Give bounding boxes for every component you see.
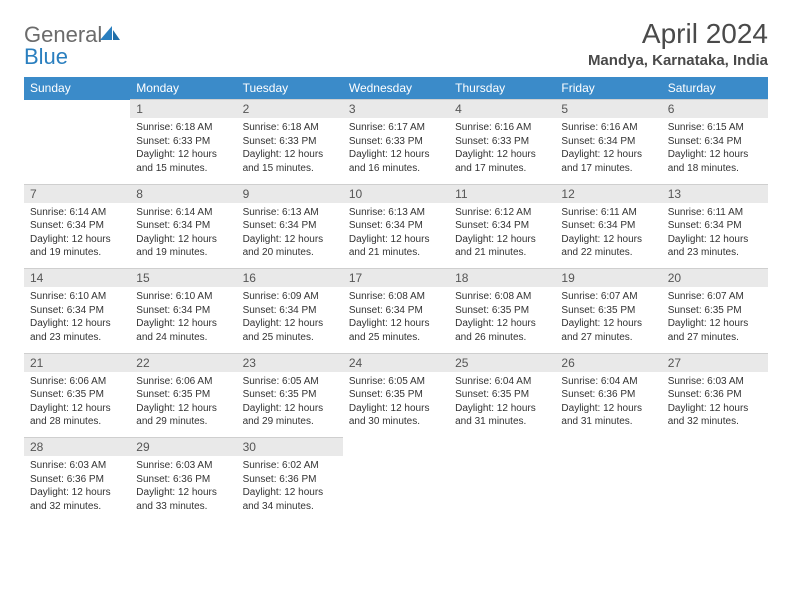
weekday-header: Sunday [24,77,130,100]
day-content-cell: Sunrise: 6:18 AMSunset: 6:33 PMDaylight:… [130,118,236,184]
day-number-cell: 10 [343,184,449,203]
month-title: April 2024 [588,18,768,50]
day-content-cell: Sunrise: 6:06 AMSunset: 6:35 PMDaylight:… [130,372,236,438]
day-number-cell: 14 [24,269,130,288]
day-number-row: 123456 [24,100,768,119]
day-number-cell: 6 [662,100,768,119]
day-content-cell: Sunrise: 6:02 AMSunset: 6:36 PMDaylight:… [237,456,343,522]
weekday-header: Wednesday [343,77,449,100]
day-content-cell: Sunrise: 6:10 AMSunset: 6:34 PMDaylight:… [24,287,130,353]
day-content-cell: Sunrise: 6:03 AMSunset: 6:36 PMDaylight:… [24,456,130,522]
day-number-cell: 11 [449,184,555,203]
day-number-cell: 16 [237,269,343,288]
day-content-cell [555,456,661,522]
day-number-cell: 30 [237,438,343,457]
day-content-cell: Sunrise: 6:11 AMSunset: 6:34 PMDaylight:… [662,203,768,269]
day-number-row: 78910111213 [24,184,768,203]
weekday-header: Friday [555,77,661,100]
day-content-row: Sunrise: 6:06 AMSunset: 6:35 PMDaylight:… [24,372,768,438]
day-content-cell: Sunrise: 6:13 AMSunset: 6:34 PMDaylight:… [343,203,449,269]
day-content-cell: Sunrise: 6:04 AMSunset: 6:35 PMDaylight:… [449,372,555,438]
day-content-cell: Sunrise: 6:12 AMSunset: 6:34 PMDaylight:… [449,203,555,269]
day-number-cell: 22 [130,353,236,372]
header: GeneralBlue April 2024 Mandya, Karnataka… [24,18,768,69]
day-content-cell [343,456,449,522]
weekday-header-row: Sunday Monday Tuesday Wednesday Thursday… [24,77,768,100]
day-content-cell: Sunrise: 6:04 AMSunset: 6:36 PMDaylight:… [555,372,661,438]
day-number-cell: 1 [130,100,236,119]
calendar-page: GeneralBlue April 2024 Mandya, Karnataka… [0,0,792,522]
day-content-cell: Sunrise: 6:14 AMSunset: 6:34 PMDaylight:… [24,203,130,269]
day-number-cell: 7 [24,184,130,203]
day-number-row: 21222324252627 [24,353,768,372]
day-number-cell: 15 [130,269,236,288]
day-content-cell: Sunrise: 6:08 AMSunset: 6:34 PMDaylight:… [343,287,449,353]
day-content-cell [662,456,768,522]
day-number-cell [662,438,768,457]
day-content-cell: Sunrise: 6:15 AMSunset: 6:34 PMDaylight:… [662,118,768,184]
title-block: April 2024 Mandya, Karnataka, India [588,18,768,69]
day-content-row: Sunrise: 6:14 AMSunset: 6:34 PMDaylight:… [24,203,768,269]
weekday-header: Tuesday [237,77,343,100]
day-number-cell: 13 [662,184,768,203]
day-content-cell: Sunrise: 6:05 AMSunset: 6:35 PMDaylight:… [237,372,343,438]
day-content-cell: Sunrise: 6:08 AMSunset: 6:35 PMDaylight:… [449,287,555,353]
day-content-cell: Sunrise: 6:05 AMSunset: 6:35 PMDaylight:… [343,372,449,438]
day-number-cell [449,438,555,457]
day-number-cell: 24 [343,353,449,372]
day-number-cell: 4 [449,100,555,119]
day-number-cell: 18 [449,269,555,288]
weekday-header: Monday [130,77,236,100]
day-content-cell: Sunrise: 6:14 AMSunset: 6:34 PMDaylight:… [130,203,236,269]
day-content-row: Sunrise: 6:03 AMSunset: 6:36 PMDaylight:… [24,456,768,522]
day-content-cell: Sunrise: 6:18 AMSunset: 6:33 PMDaylight:… [237,118,343,184]
logo-text: GeneralBlue [24,22,120,68]
weekday-header: Saturday [662,77,768,100]
day-content-cell: Sunrise: 6:07 AMSunset: 6:35 PMDaylight:… [555,287,661,353]
day-content-cell [24,118,130,184]
day-content-cell: Sunrise: 6:10 AMSunset: 6:34 PMDaylight:… [130,287,236,353]
day-number-cell: 25 [449,353,555,372]
day-content-cell: Sunrise: 6:16 AMSunset: 6:33 PMDaylight:… [449,118,555,184]
day-number-row: 14151617181920 [24,269,768,288]
day-number-cell: 21 [24,353,130,372]
day-number-cell: 27 [662,353,768,372]
day-content-cell [449,456,555,522]
day-number-cell: 12 [555,184,661,203]
logo: GeneralBlue [24,22,120,68]
day-number-cell: 17 [343,269,449,288]
day-content-cell: Sunrise: 6:09 AMSunset: 6:34 PMDaylight:… [237,287,343,353]
day-content-row: Sunrise: 6:10 AMSunset: 6:34 PMDaylight:… [24,287,768,353]
day-number-cell [343,438,449,457]
calendar-table: Sunday Monday Tuesday Wednesday Thursday… [24,77,768,522]
logo-sail-icon [100,24,120,46]
day-number-row: 282930 [24,438,768,457]
day-content-cell: Sunrise: 6:07 AMSunset: 6:35 PMDaylight:… [662,287,768,353]
day-number-cell: 20 [662,269,768,288]
day-number-cell: 19 [555,269,661,288]
day-content-row: Sunrise: 6:18 AMSunset: 6:33 PMDaylight:… [24,118,768,184]
day-number-cell: 2 [237,100,343,119]
day-number-cell: 26 [555,353,661,372]
day-number-cell [24,100,130,119]
day-number-cell: 9 [237,184,343,203]
day-content-cell: Sunrise: 6:16 AMSunset: 6:34 PMDaylight:… [555,118,661,184]
day-content-cell: Sunrise: 6:17 AMSunset: 6:33 PMDaylight:… [343,118,449,184]
day-number-cell [555,438,661,457]
day-number-cell: 29 [130,438,236,457]
day-content-cell: Sunrise: 6:11 AMSunset: 6:34 PMDaylight:… [555,203,661,269]
day-content-cell: Sunrise: 6:06 AMSunset: 6:35 PMDaylight:… [24,372,130,438]
location-label: Mandya, Karnataka, India [588,52,768,69]
day-content-cell: Sunrise: 6:03 AMSunset: 6:36 PMDaylight:… [130,456,236,522]
day-content-cell: Sunrise: 6:03 AMSunset: 6:36 PMDaylight:… [662,372,768,438]
day-number-cell: 23 [237,353,343,372]
day-number-cell: 5 [555,100,661,119]
day-content-cell: Sunrise: 6:13 AMSunset: 6:34 PMDaylight:… [237,203,343,269]
day-number-cell: 3 [343,100,449,119]
weekday-header: Thursday [449,77,555,100]
day-number-cell: 8 [130,184,236,203]
day-number-cell: 28 [24,438,130,457]
